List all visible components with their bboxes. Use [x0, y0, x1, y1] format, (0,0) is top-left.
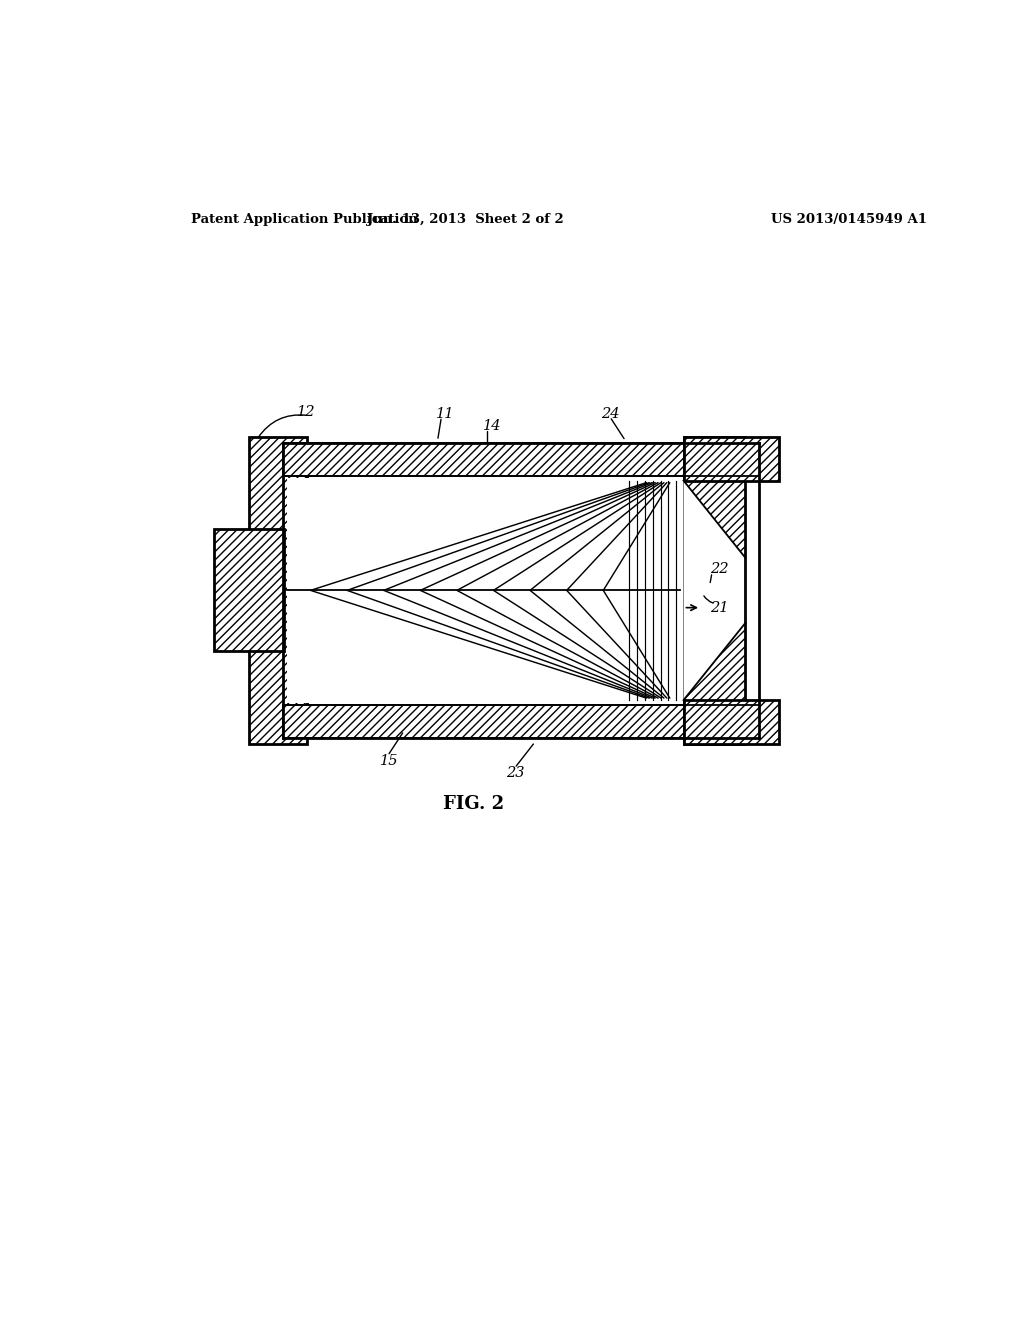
Text: FIG. 2: FIG. 2: [442, 795, 504, 813]
Text: 22: 22: [711, 562, 729, 576]
Text: 15: 15: [380, 754, 399, 768]
Polygon shape: [684, 700, 778, 744]
Polygon shape: [250, 437, 306, 744]
Text: 23: 23: [506, 767, 524, 780]
Text: 21: 21: [711, 601, 729, 615]
Text: Patent Application Publication: Patent Application Publication: [191, 213, 418, 226]
Polygon shape: [214, 529, 284, 651]
Text: 24: 24: [601, 407, 620, 421]
Text: US 2013/0145949 A1: US 2013/0145949 A1: [771, 213, 927, 226]
Polygon shape: [684, 437, 778, 480]
Polygon shape: [684, 480, 745, 700]
Polygon shape: [283, 705, 759, 738]
Polygon shape: [684, 437, 745, 744]
Polygon shape: [287, 478, 680, 704]
Text: Jun. 13, 2013  Sheet 2 of 2: Jun. 13, 2013 Sheet 2 of 2: [367, 213, 563, 226]
Text: 14: 14: [482, 418, 501, 433]
Text: 11: 11: [436, 407, 455, 421]
Text: 12: 12: [297, 405, 315, 420]
Polygon shape: [283, 444, 759, 475]
